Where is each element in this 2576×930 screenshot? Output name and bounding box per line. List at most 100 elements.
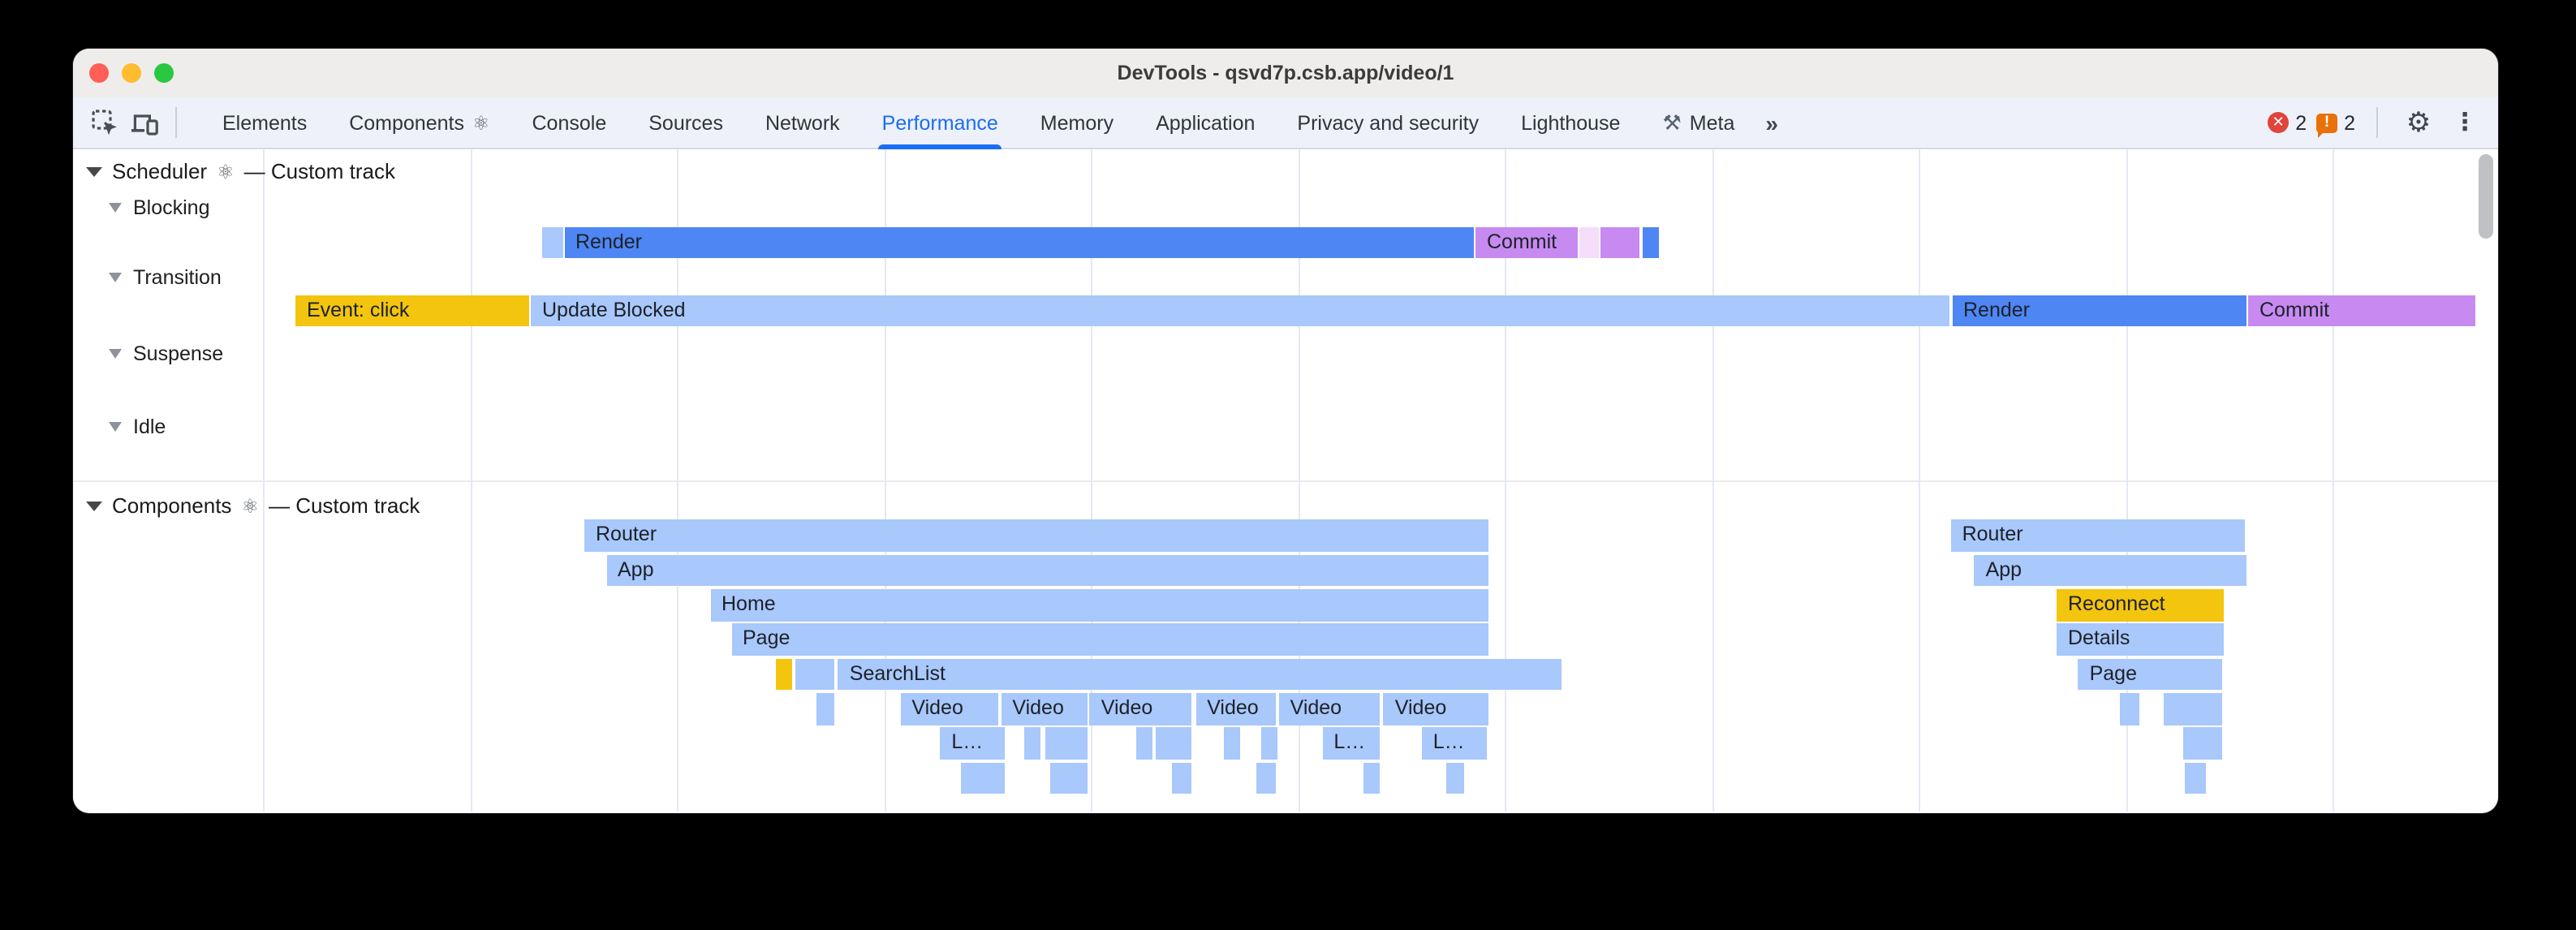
time-gridline — [470, 149, 472, 812]
tab-console[interactable]: Console — [511, 97, 628, 149]
flame-bar-commit[interactable]: Commit — [1475, 227, 1577, 259]
tab-performance[interactable]: Performance — [861, 97, 1019, 149]
tab-network[interactable]: Network — [744, 97, 861, 149]
flame-bar-details[interactable]: Details — [2057, 623, 2223, 657]
tab-privacy-and-security[interactable]: Privacy and security — [1276, 97, 1500, 149]
collapse-triangle-icon[interactable] — [86, 166, 102, 176]
time-gridline — [1298, 149, 1299, 812]
collapse-triangle-icon[interactable] — [109, 203, 122, 213]
flame-bar[interactable] — [816, 692, 835, 725]
flame-bar-router[interactable]: Router — [1950, 519, 2246, 553]
flame-bar[interactable] — [1600, 227, 1639, 259]
flame-bar-render[interactable]: Render — [564, 227, 1473, 259]
zoom-button[interactable] — [154, 63, 174, 83]
react-atom-icon: ⚛ — [241, 494, 259, 517]
more-tabs-button[interactable]: » — [1765, 110, 1778, 136]
flame-bar[interactable] — [2206, 727, 2223, 760]
flame-bar[interactable] — [961, 762, 1005, 794]
flame-bar[interactable] — [2183, 727, 2206, 760]
flame-bar-video[interactable]: Video — [1278, 692, 1380, 725]
flame-bar-searchlist[interactable]: SearchList — [838, 658, 1562, 691]
console-errors-button[interactable]: ✕ 2 — [2268, 111, 2307, 134]
flame-bar-video[interactable]: Video — [900, 692, 998, 725]
time-gridline — [1505, 149, 1506, 812]
device-toolbar-icon[interactable] — [125, 101, 164, 144]
tab-elements[interactable]: Elements — [201, 97, 328, 149]
flame-bar-video[interactable]: Video — [1089, 692, 1192, 725]
lane-label-idle[interactable]: Idle — [109, 415, 166, 438]
tab-application[interactable]: Application — [1135, 97, 1276, 149]
warning-icon: ! — [2316, 113, 2338, 137]
flame-bar[interactable] — [1642, 227, 1658, 259]
flame-bar[interactable] — [1049, 762, 1088, 794]
lane-label-transition[interactable]: Transition — [109, 266, 222, 289]
vertical-scrollbar-thumb[interactable] — [2479, 154, 2493, 239]
settings-gear-icon[interactable]: ⚙ — [2406, 107, 2432, 138]
flame-bar-video[interactable]: Video — [1195, 692, 1276, 725]
flame-bar[interactable] — [795, 658, 835, 691]
flame-bar[interactable] — [2206, 692, 2223, 725]
flame-bar-video[interactable]: Video — [1383, 692, 1488, 725]
track-name: Scheduler — [112, 159, 208, 183]
titlebar: DevTools - qsvd7p.csb.app/video/1 — [73, 49, 2498, 97]
flame-bar-reconnect[interactable]: Reconnect — [2057, 589, 2223, 622]
collapse-triangle-icon[interactable] — [86, 501, 102, 510]
tab-label: Components — [349, 111, 464, 134]
tab-components[interactable]: Components ⚛ — [328, 97, 510, 149]
scheduler-track-header[interactable]: Scheduler ⚛ — Custom track — [86, 159, 395, 183]
tools-icon: ⚒ — [1662, 110, 1682, 134]
flame-bar[interactable] — [1155, 727, 1192, 760]
kebab-menu-icon[interactable]: ⋮ — [2453, 109, 2477, 136]
flame-bar[interactable] — [1024, 727, 1041, 760]
flame-bar-update-blocked[interactable]: Update Blocked — [531, 295, 1949, 326]
flame-bar[interactable] — [2120, 692, 2139, 725]
components-track-header[interactable]: Components ⚛ — Custom track — [86, 493, 420, 518]
tab-sources[interactable]: Sources — [627, 97, 744, 149]
tab-memory[interactable]: Memory — [1019, 97, 1135, 149]
collapse-triangle-icon[interactable] — [109, 422, 122, 432]
tab-label: Meta — [1689, 111, 1735, 134]
flame-bar[interactable] — [2184, 762, 2206, 794]
console-warnings-button[interactable]: ! 2 — [2316, 111, 2355, 137]
devtools-window: DevTools - qsvd7p.csb.app/video/1 Elemen… — [73, 49, 2498, 813]
flame-bar-app[interactable]: App — [1974, 554, 2247, 587]
flame-bar[interactable] — [1256, 762, 1276, 794]
flame-bar[interactable] — [1363, 762, 1381, 794]
flame-bar[interactable] — [1224, 727, 1241, 760]
react-atom-icon: ⚛ — [472, 111, 490, 134]
minimize-button[interactable] — [122, 63, 141, 83]
flame-bar-commit[interactable]: Commit — [2248, 295, 2475, 326]
flame-bar[interactable] — [1579, 227, 1598, 259]
tab-label: Application — [1156, 111, 1256, 134]
tab-meta[interactable]: ⚒ Meta — [1641, 97, 1755, 149]
inspect-element-icon[interactable] — [86, 101, 125, 144]
flame-bar[interactable] — [1260, 727, 1277, 760]
tab-label: Sources — [648, 111, 723, 134]
flame-bar-video[interactable]: Video — [1001, 692, 1088, 725]
flame-bar[interactable] — [1135, 727, 1153, 760]
flame-bar-render[interactable]: Render — [1952, 295, 2246, 326]
flame-bar[interactable] — [1446, 762, 1465, 794]
tab-label: Network — [765, 111, 840, 134]
flame-bar[interactable] — [1045, 727, 1088, 760]
lane-label-blocking[interactable]: Blocking — [109, 196, 210, 219]
flame-bar[interactable] — [1172, 762, 1192, 794]
collapse-triangle-icon[interactable] — [109, 349, 122, 359]
time-gridline — [263, 149, 265, 812]
close-button[interactable] — [89, 63, 109, 83]
flame-bar[interactable] — [775, 658, 793, 691]
tab-lighthouse[interactable]: Lighthouse — [1500, 97, 1641, 149]
flame-bar-page[interactable]: Page — [731, 623, 1488, 657]
flame-bar-l[interactable]: L… — [940, 727, 1005, 760]
flame-bar-router[interactable]: Router — [584, 519, 1488, 553]
collapse-triangle-icon[interactable] — [109, 273, 122, 282]
flame-bar-page[interactable]: Page — [2078, 658, 2223, 691]
flame-bar-event-click[interactable]: Event: click — [295, 295, 529, 326]
lane-label-suspense[interactable]: Suspense — [109, 342, 223, 365]
flame-bar-app[interactable]: App — [606, 554, 1488, 587]
flame-bar-home[interactable]: Home — [710, 589, 1488, 622]
flame-bar[interactable] — [542, 227, 563, 259]
flame-bar-l[interactable]: L… — [1322, 727, 1381, 760]
flame-bar[interactable] — [2164, 692, 2206, 725]
flame-bar-l[interactable]: L… — [1421, 727, 1488, 760]
